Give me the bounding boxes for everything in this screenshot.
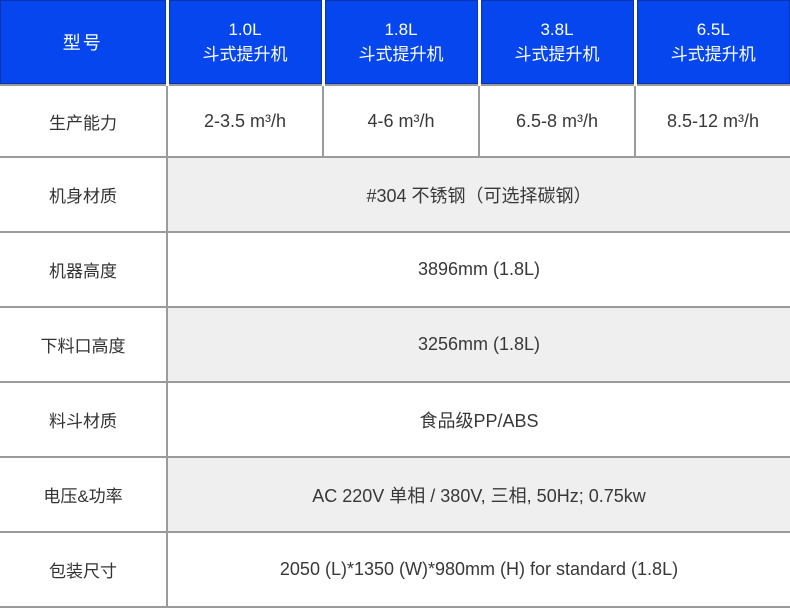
column-name-label: 斗式提升机 [358,45,444,64]
header-cell-6-5l: 6.5L 斗式提升机 [633,0,790,86]
column-name-label: 斗式提升机 [202,45,288,64]
spec-row-hopper-material: 料斗材质 食品级PP/ABS [0,382,790,458]
spec-row-label: 料斗材质 [0,382,168,458]
spec-row-discharge-height: 下料口高度 3256mm (1.8L) [0,307,790,383]
spec-row-label: 机身材质 [0,157,168,233]
spec-row-value: #304 不锈钢（可选择碳钢） [167,157,790,233]
spec-row-label: 电压&功率 [0,457,168,533]
header-cell-1-8l: 1.8L 斗式提升机 [321,0,479,86]
spec-row-machine-height: 机器高度 3896mm (1.8L) [0,232,790,308]
spec-row-value: AC 220V 单相 / 380V, 三相, 50Hz; 0.75kw [167,457,790,533]
spec-row-label: 下料口高度 [0,307,168,383]
capacity-value-4: 8.5-12 m³/h [635,85,790,158]
column-size-label: 1.8L [384,20,418,39]
spec-row-label: 包装尺寸 [0,532,168,608]
spec-row-value: 食品级PP/ABS [167,382,790,458]
header-cell-model: 型号 [0,0,167,86]
table-header-row: 型号 1.0L 斗式提升机 1.8L 斗式提升机 3.8L 斗式提升机 6.5L… [0,0,790,86]
capacity-value-3: 6.5-8 m³/h [479,85,636,158]
model-header-label: 型号 [62,33,103,53]
column-size-label: 1.0L [228,20,262,39]
capacity-row: 生产能力 2-3.5 m³/h 4-6 m³/h 6.5-8 m³/h 8.5-… [0,85,790,158]
capacity-row-label: 生产能力 [0,85,168,158]
spec-row-voltage-power: 电压&功率 AC 220V 单相 / 380V, 三相, 50Hz; 0.75k… [0,457,790,533]
header-cell-3-8l: 3.8L 斗式提升机 [477,0,635,86]
column-name-label: 斗式提升机 [670,45,756,64]
spec-row-label: 机器高度 [0,232,168,308]
header-cell-1-0l: 1.0L 斗式提升机 [165,0,323,86]
column-size-label: 3.8L [540,20,574,39]
spec-row-package-size: 包装尺寸 2050 (L)*1350 (W)*980mm (H) for sta… [0,532,790,608]
spec-row-value: 3256mm (1.8L) [167,307,790,383]
spec-row-value: 3896mm (1.8L) [167,232,790,308]
capacity-value-2: 4-6 m³/h [323,85,480,158]
spec-row-value: 2050 (L)*1350 (W)*980mm (H) for standard… [167,532,790,608]
column-name-label: 斗式提升机 [514,45,600,64]
capacity-value-1: 2-3.5 m³/h [167,85,324,158]
column-size-label: 6.5L [696,20,730,39]
spec-row-body-material: 机身材质 #304 不锈钢（可选择碳钢） [0,157,790,233]
